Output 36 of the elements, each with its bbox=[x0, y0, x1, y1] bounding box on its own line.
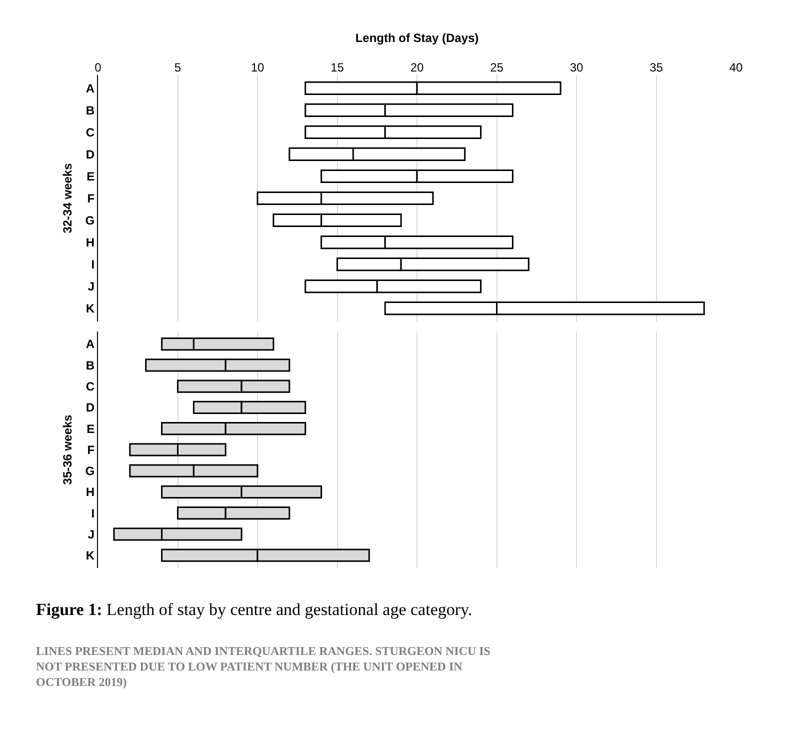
caption: Figure 1: Length of stay by centre and gestational age category. bbox=[36, 600, 472, 619]
x-tick-label: 0 bbox=[94, 60, 102, 75]
x-tick-label: 15 bbox=[330, 60, 344, 75]
x-tick-label: 25 bbox=[490, 60, 504, 75]
y-tick-label: H bbox=[86, 235, 95, 250]
y-tick-label: J bbox=[88, 279, 95, 294]
y-tick-label: K bbox=[86, 548, 95, 563]
y-tick-label: F bbox=[87, 191, 95, 206]
y-tick-label: J bbox=[88, 527, 95, 542]
y-tick-label: C bbox=[86, 125, 95, 140]
x-tick-label: 10 bbox=[250, 60, 264, 75]
y-tick-label: E bbox=[86, 169, 95, 184]
x-tick-label: 5 bbox=[174, 60, 182, 75]
y-tick-label: B bbox=[86, 103, 95, 118]
y-tick-label: A bbox=[86, 81, 95, 96]
y-axis-title: 32-34 weeks bbox=[60, 162, 75, 234]
y-tick-label: A bbox=[86, 337, 95, 352]
y-tick-label: G bbox=[85, 213, 95, 228]
y-tick-label: I bbox=[91, 506, 95, 520]
x-tick-label: 30 bbox=[570, 60, 584, 75]
x-tick-label: 20 bbox=[410, 60, 424, 75]
y-tick-label: F bbox=[87, 442, 95, 457]
y-tick-label: D bbox=[86, 400, 95, 415]
y-tick-label: D bbox=[86, 147, 95, 162]
y-tick-label: I bbox=[91, 257, 95, 272]
y-axis-title: 35-36 weeks bbox=[60, 414, 75, 485]
x-tick-label: 35 bbox=[650, 60, 664, 75]
x-tick-label: 40 bbox=[729, 60, 743, 75]
y-tick-label: H bbox=[86, 485, 95, 500]
y-tick-label: C bbox=[86, 379, 95, 394]
y-tick-label: E bbox=[86, 422, 95, 436]
x-axis-title: Length of Stay (Days) bbox=[355, 30, 479, 45]
text: LINES PRESENT MEDIAN AND INTERQUARTILE RANGES. STURGEON NICU IS NOT PRESENTED DUE TO LOW PATIENT NUMBER (THE UNIT OPENED IN OCTOBER 2019) bbox=[36, 644, 491, 690]
y-tick-label: B bbox=[86, 358, 95, 372]
y-tick-label: G bbox=[85, 464, 95, 478]
y-tick-label: K bbox=[86, 301, 95, 316]
